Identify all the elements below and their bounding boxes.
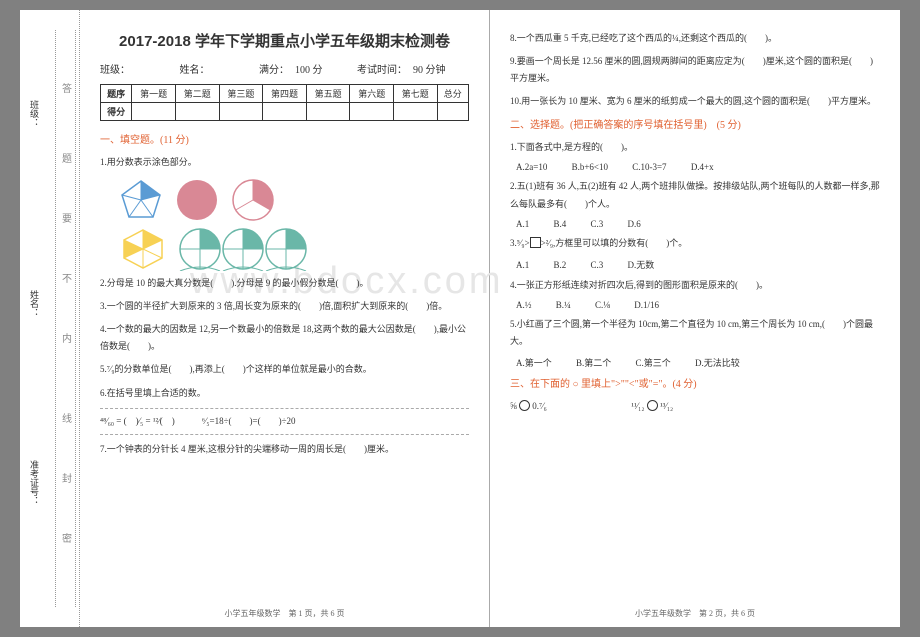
s2q4: 4.一张正方形纸连续对折四次后,得到的图形面积是原来的( )。 (510, 277, 880, 294)
binding-margin: 班级： 姓名： 准考证号： 答 题 要 不 内 线 封 密 (20, 10, 80, 627)
s2q1-opts: A.2a=10 B.b+6<10 C.10-3=7 D.4+x (516, 162, 880, 172)
s2q2: 2.五(1)班有 36 人,五(2)班有 42 人,两个班排队做操。按排级站队,… (510, 178, 880, 212)
s3line: ⅝ 0.⁷⁄₆ ¹¹⁄₁₂ ¹³⁄₁₂ (510, 398, 880, 415)
q5: 5.⁷⁄₉的分数单位是( ),再添上( )个这样的单位就是最小的合数。 (100, 361, 469, 378)
margin-ticket: 准考证号： (28, 460, 41, 505)
name-label: 姓名： (180, 65, 205, 76)
q7: 7.一个钟表的分针长 4 厘米,这根分针的尖端移动一周的周长是( )厘米。 (100, 441, 469, 458)
s2q5-opts: A.第一个 B.第二个 C.第三个 D.无法比较 (516, 356, 880, 369)
s2q3: 3.⁵⁄₉>>²⁄₉,方框里可以填的分数有( )个。 (510, 235, 880, 252)
exam-paper: www.bdocx.com 班级： 姓名： 准考证号： 答 题 要 不 内 线 … (20, 10, 900, 627)
q2: 2.分母是 10 的最大真分数是( ).分母是 9 的最小假分数是( )。 (100, 275, 469, 292)
s2q3-opts: A.1 B.2 C.3 D.无数 (516, 258, 880, 271)
circle-blank-icon (519, 400, 530, 411)
exam-title: 2017-2018 学年下学期重点小学五年级期末检测卷 (100, 30, 469, 51)
shapes-row-2 (118, 227, 469, 271)
section-3-head: 三、在下面的 ○ 里填上">""<"或"="。(4 分) (510, 375, 880, 390)
q10: 10.用一张长为 10 厘米、宽为 6 厘米的纸剪成一个最大的圆,这个圆的面积是… (510, 93, 880, 110)
circle-blank-icon (647, 400, 658, 411)
q6-line: ⁴⁸⁄₆₀ = ( )⁄₅ = ¹²⁄( ) ⁶⁄₅=18÷( )=( )÷20 (100, 408, 469, 435)
circle-red-icon (174, 177, 220, 223)
margin-class: 班级： (28, 100, 41, 127)
three-circles-icon (178, 227, 308, 271)
section-2-head: 二、选择题。(把正确答案的序号填在括号里) (5 分) (510, 116, 880, 131)
circle-thirds-icon (230, 177, 276, 223)
time-label: 考试时间： (357, 65, 407, 76)
section-1-head: 一、填空题。(11 分) (100, 131, 469, 146)
score-table: 题序 第一题 第二题 第三题 第四题 第五题 第六题 第七题 总分 得分 (100, 84, 469, 121)
margin-name: 姓名： (28, 290, 41, 317)
s2q2-opts: A.1 B.4 C.3 D.6 (516, 219, 880, 229)
q3: 3.一个圆的半径扩大到原来的 3 倍,周长变为原来的( )倍,面积扩大到原来的(… (100, 298, 469, 315)
q1: 1.用分数表示涂色部分。 (100, 154, 469, 171)
meta-line: 班级： 姓名： 满分：100 分 考试时间：90 分钟 (100, 61, 469, 76)
q8: 8.一个西瓜重 5 千克,已经吃了这个西瓜的¼,还剩这个西瓜的( )。 (510, 30, 880, 47)
q4: 4.一个数的最大的因数是 12,另一个数最小的倍数是 18,这两个数的最大公因数… (100, 321, 469, 355)
s2q4-opts: A.½ B.¼ C.⅛ D.1/16 (516, 300, 880, 310)
page-1: 2017-2018 学年下学期重点小学五年级期末检测卷 班级： 姓名： 满分：1… (80, 10, 490, 627)
pentagon-icon (118, 177, 164, 223)
q6: 6.在括号里填上合适的数。 (100, 385, 469, 402)
hexagon-icon (118, 227, 168, 271)
footer-right: 小学五年级数学 第 2 页，共 6 页 (510, 608, 880, 619)
footer-left: 小学五年级数学 第 1 页，共 6 页 (100, 608, 469, 619)
full-label: 满分： (259, 65, 289, 76)
page-2: 8.一个西瓜重 5 千克,已经吃了这个西瓜的¼,还剩这个西瓜的( )。 9.要画… (490, 10, 900, 627)
s2q1: 1.下面各式中,是方程的( )。 (510, 139, 880, 156)
shapes-row-1 (118, 177, 469, 223)
s2q5: 5.小红画了三个圆,第一个半径为 10cm,第二个直径为 10 cm,第三个周长… (510, 316, 880, 350)
q9: 9.要画一个周长是 12.56 厘米的圆,圆规两脚间的距离应定为( )厘米,这个… (510, 53, 880, 87)
class-label: 班级： (100, 65, 125, 76)
box-icon (530, 237, 541, 248)
